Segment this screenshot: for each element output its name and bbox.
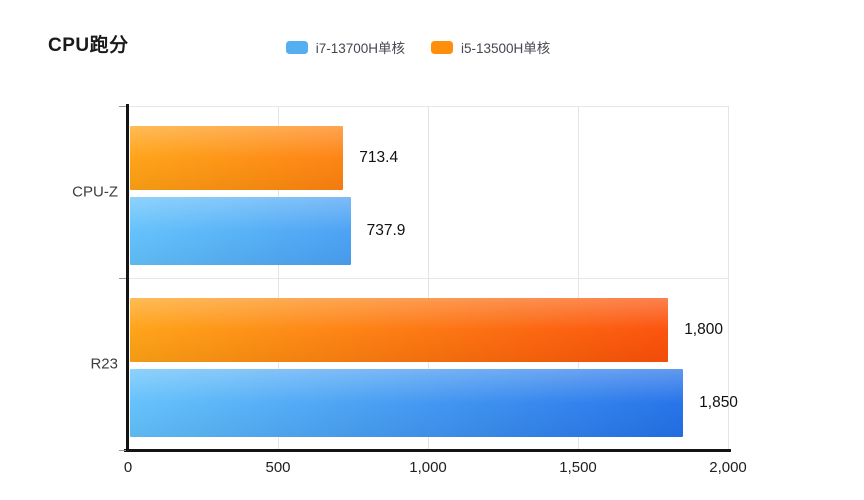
- category-band-r23: 1,800 1,850: [130, 278, 738, 450]
- y-axis-tick: [119, 449, 126, 451]
- y-axis-tick: [119, 105, 126, 107]
- bar-value-label: 737.9: [366, 222, 406, 239]
- bar-row: 1,850: [130, 369, 738, 437]
- bar-i7-13700H单核: [130, 369, 684, 437]
- legend-swatch-blue-icon: [285, 40, 308, 54]
- plot-area: 713.4 737.9 CPU-Z 1,800 1,850 R23 0 500 1,000 1,5…: [72, 104, 747, 476]
- x-axis-tick-label: 1,000: [409, 459, 447, 476]
- bar-row: 1,800: [130, 298, 728, 362]
- bar-value-label: 1,850: [699, 394, 738, 411]
- bar-value-label: 1,800: [684, 321, 723, 338]
- legend-swatch-orange-icon: [431, 40, 453, 54]
- x-axis-tick-label: 2,000: [709, 459, 747, 476]
- x-axis-tick-label: 1,500: [559, 459, 597, 476]
- bar-i5-13500H单核: [130, 126, 344, 190]
- legend: i7-13700H单核 i5-13500H单核: [0, 37, 850, 57]
- legend-item-i7-13700h[interactable]: i7-13700H单核: [285, 37, 405, 57]
- bar-i7-13700H单核: [130, 197, 351, 265]
- y-axis-line: [126, 104, 129, 452]
- y-axis-tick: [119, 277, 126, 279]
- chart-title: CPU跑分: [48, 35, 129, 56]
- bar-value-label: 713.4: [359, 149, 399, 166]
- bar-i5-13500H单核: [130, 298, 669, 362]
- bar-row: 737.9: [130, 197, 728, 265]
- gridline-horizontal: [128, 106, 728, 107]
- legend-item-i5-13500h[interactable]: i5-13500H单核: [431, 37, 550, 57]
- bar-row: 713.4: [130, 126, 728, 190]
- gridline-vertical: [728, 106, 729, 450]
- x-axis-tick-label: 0: [123, 459, 133, 476]
- category-label-cpu-z: CPU-Z: [72, 183, 118, 201]
- category-band-cpu-z: 713.4 737.9: [130, 106, 728, 278]
- legend-label-i7: i7-13700H单核: [315, 41, 405, 56]
- x-axis-line: [124, 449, 731, 452]
- x-axis-tick-label: 500: [265, 459, 291, 476]
- legend-label-i5: i5-13500H单核: [461, 41, 551, 56]
- category-label-r23: R23: [90, 355, 118, 373]
- gridline-horizontal: [128, 278, 728, 279]
